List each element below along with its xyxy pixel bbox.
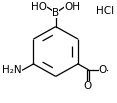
Text: OH: OH (64, 2, 80, 12)
Text: O: O (84, 81, 92, 91)
Text: HCl: HCl (96, 6, 114, 16)
Text: H₂N: H₂N (2, 65, 22, 75)
Text: O: O (99, 65, 107, 75)
Text: B: B (52, 8, 59, 18)
Text: HO: HO (31, 2, 47, 12)
